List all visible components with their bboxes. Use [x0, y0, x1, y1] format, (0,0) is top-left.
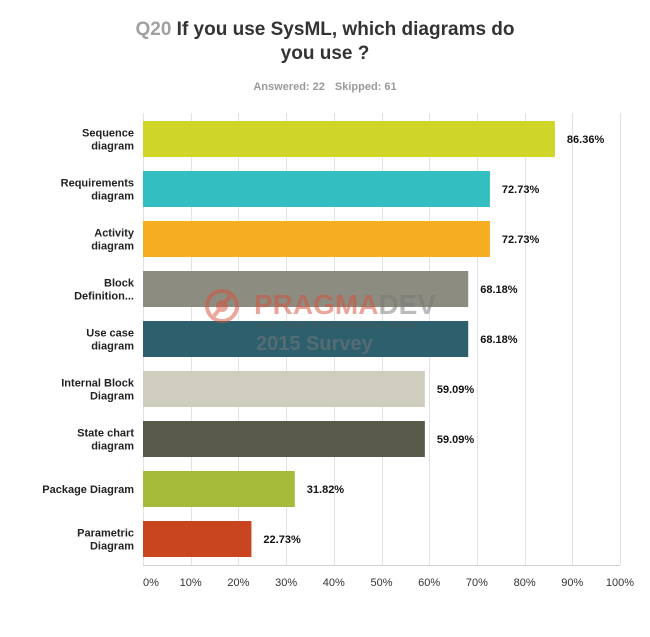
value-label: 86.36% — [567, 134, 605, 146]
watermark-survey-label: 2015 Survey — [256, 333, 374, 355]
question-number: Q20 — [135, 19, 172, 40]
x-tick-label: 10% — [180, 577, 202, 589]
bar — [143, 521, 252, 557]
watermark-brand: PRAGMADEV — [254, 289, 436, 320]
watermark: PRAGMADEV real time development tools 20… — [205, 289, 436, 355]
x-tick-label: 20% — [227, 577, 249, 589]
value-label: 72.73% — [502, 184, 540, 196]
x-tick-label: 80% — [514, 577, 536, 589]
title-line-1: Q20 If you use SysML, which diagrams do — [0, 18, 650, 42]
pragmadev-logo-icon — [205, 289, 239, 323]
watermark-tagline: real time development tools — [258, 320, 418, 330]
bar — [143, 471, 295, 507]
bar — [143, 121, 555, 157]
category-label: Block Definition... — [74, 278, 135, 303]
category-label: Activity diagram — [91, 228, 135, 253]
bar — [143, 321, 469, 357]
x-tick-label: 30% — [275, 577, 297, 589]
x-tick-label: 0% — [143, 577, 159, 589]
category-label: Use case diagram — [86, 328, 134, 353]
question-text-line-1: If you use SysML, which diagrams do — [176, 19, 515, 40]
category-label: Internal Block Diagram — [61, 378, 135, 403]
x-axis-ticks: 0% 10% 20% 30% 40% 50% 60% 70% 80% 90% 100% — [143, 577, 634, 589]
bar — [143, 271, 469, 307]
chart-title: Q20 If you use SysML, which diagrams do … — [0, 18, 650, 66]
value-label: 59.09% — [437, 434, 475, 446]
bar — [143, 221, 490, 257]
x-tick-label: 50% — [370, 577, 392, 589]
category-label: Requirements diagram — [61, 178, 135, 203]
category-label: Package Diagram — [42, 484, 134, 496]
question-text-line-2: you use ? — [280, 43, 370, 64]
bar — [143, 371, 425, 407]
value-label: 59.09% — [437, 384, 475, 396]
x-tick-label: 40% — [323, 577, 345, 589]
x-tick-label: 60% — [418, 577, 440, 589]
value-label: 22.73% — [263, 534, 301, 546]
bar-labels: 86.36% Sequence diagram 72.73% Requirements d… — [42, 128, 604, 553]
response-counts: Answered: 22 Skipped: 61 — [0, 81, 650, 93]
value-label: 68.18% — [480, 334, 518, 346]
value-label: 72.73% — [502, 234, 540, 246]
category-label: State chart diagram — [77, 428, 134, 453]
bar — [143, 171, 490, 207]
value-label: 31.82% — [307, 484, 345, 496]
category-label: Sequence diagram — [82, 128, 134, 153]
bar — [143, 421, 425, 457]
x-tick-label: 100% — [606, 577, 634, 589]
x-tick-label: 90% — [561, 577, 583, 589]
x-tick-label: 70% — [466, 577, 488, 589]
bars — [143, 121, 555, 557]
value-label: 68.18% — [480, 284, 518, 296]
answered-count: Answered: 22 — [253, 81, 325, 93]
category-label: Parametric Diagram — [77, 528, 134, 553]
skipped-count: Skipped: 61 — [334, 81, 397, 93]
